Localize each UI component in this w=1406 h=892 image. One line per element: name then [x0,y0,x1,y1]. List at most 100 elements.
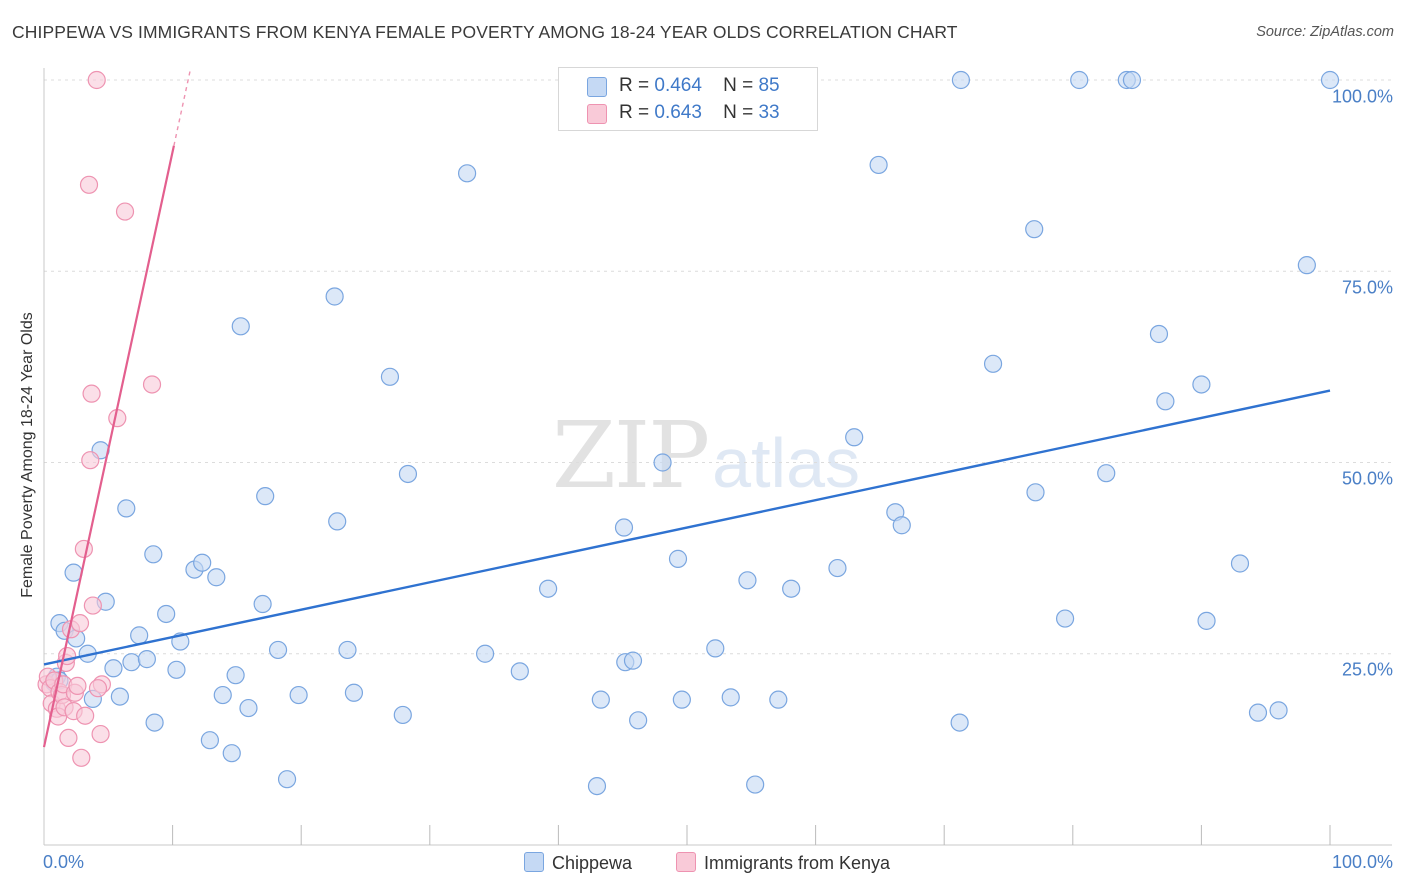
kenya-point [74,539,93,559]
chippewa-point [1070,70,1089,90]
x-tick-label-min: 0.0% [43,852,85,872]
kenya-point [76,706,95,725]
chippewa-point [623,651,643,670]
chippewa-point [222,744,241,763]
chippewa-point [207,568,226,587]
chippewa-point [239,698,258,718]
kenya-r-value: 0.643 [654,102,702,123]
y-tick-label-75: 75.0% [1341,277,1393,298]
chippewa-point [475,644,495,663]
legend-label-chippewa: Chippewa [552,853,633,873]
chippewa-point [591,690,610,709]
chippewa-trend-line [43,389,1331,666]
trend-lines [42,68,1331,748]
chippewa-point [951,70,971,90]
chippewa-point [614,518,634,537]
chippewa-point [1026,483,1045,502]
chippewa-point [104,659,123,678]
chippewa-point [231,317,250,336]
kenya-trend-extension [173,68,192,146]
kenya-point [70,614,90,633]
chippewa-point [1320,70,1340,90]
chippewa-point [393,705,412,725]
legend-item-kenya[interactable]: Immigrants from Kenya [676,852,890,874]
chippewa-point [137,650,156,669]
chippewa-point [828,558,847,578]
chippewa-point [869,155,888,175]
chippewa-swatch [587,77,607,97]
chippewa-point [653,453,672,472]
chippewa-point [1197,611,1216,630]
kenya-n-value: 33 [758,102,780,123]
chippewa-point [1122,70,1142,90]
chippewa-point [398,464,418,484]
chippewa-point [226,666,245,685]
chippewa-point [344,683,364,702]
axes [43,68,1392,846]
gridlines [44,79,1392,655]
r-label: R = [619,102,650,123]
chippewa-point [213,685,232,705]
kenya-point [72,748,91,767]
chippewa-point [157,604,176,624]
chippewa-point [672,690,691,709]
chippewa-point [200,731,219,750]
chippewa-point [253,594,272,614]
chippewa-point [1297,256,1316,275]
chippewa-point [1192,375,1211,394]
chippewa-point [1248,703,1268,722]
chippewa-point [338,640,357,660]
chippewa-point [380,367,400,386]
y-axis-label: Female Poverty Among 18-24 Year Olds [19,312,36,598]
chippewa-point [328,512,347,531]
chippewa-point [1055,609,1075,628]
kenya-point [91,724,110,744]
y-tick-label-25: 25.0% [1341,659,1393,680]
chippewa-point [193,553,212,572]
chippewa-point [130,626,149,645]
kenya-point [115,202,135,221]
kenya-swatch [587,104,607,124]
chippewa-point [110,687,129,706]
chippewa-point [167,660,186,679]
chippewa-point [706,639,725,658]
chippewa-point [1149,324,1169,344]
chippewa-point [769,690,788,709]
chippewa-points [45,70,1340,796]
chippewa-n-value: 85 [758,75,780,96]
chippewa-point [289,685,308,705]
chart-title: CHIPPEWA VS IMMIGRANTS FROM KENYA FEMALE… [12,22,958,42]
chippewa-r-value: 0.464 [654,75,702,96]
r-label: R = [619,75,650,96]
chippewa-point [845,428,864,447]
source-label: Source: ZipAtlas.com [1256,24,1394,40]
legend-label-kenya: Immigrants from Kenya [704,853,891,873]
kenya-point [81,451,100,470]
legend-item-chippewa[interactable]: Chippewa [524,852,632,874]
chippewa-point [1025,220,1044,239]
chippewa-point [277,770,297,789]
chippewa-point [721,688,740,707]
kenya-point [88,679,108,698]
chippewa-point [144,545,163,564]
chippewa-point [587,776,607,796]
n-label: N = [723,75,754,96]
legend-swatch-kenya [676,852,696,872]
chippewa-point [983,354,1003,373]
kenya-trend-line [42,145,175,748]
chippewa-point [117,499,136,518]
chippewa-point [325,287,344,306]
chippewa-point [1097,464,1116,483]
chippewa-point [145,713,164,732]
chippewa-point [892,516,911,535]
chippewa-point [629,711,648,730]
chippewa-point [457,164,477,183]
kenya-point [79,175,99,194]
kenya-point [68,676,87,695]
y-tick-label-50: 50.0% [1341,468,1393,489]
stats-row-kenya: R = 0.643 N = 33 [587,102,780,126]
y-tick-label-100: 100.0% [1331,86,1393,107]
chippewa-point [1156,392,1175,411]
chippewa-point [1230,554,1250,573]
